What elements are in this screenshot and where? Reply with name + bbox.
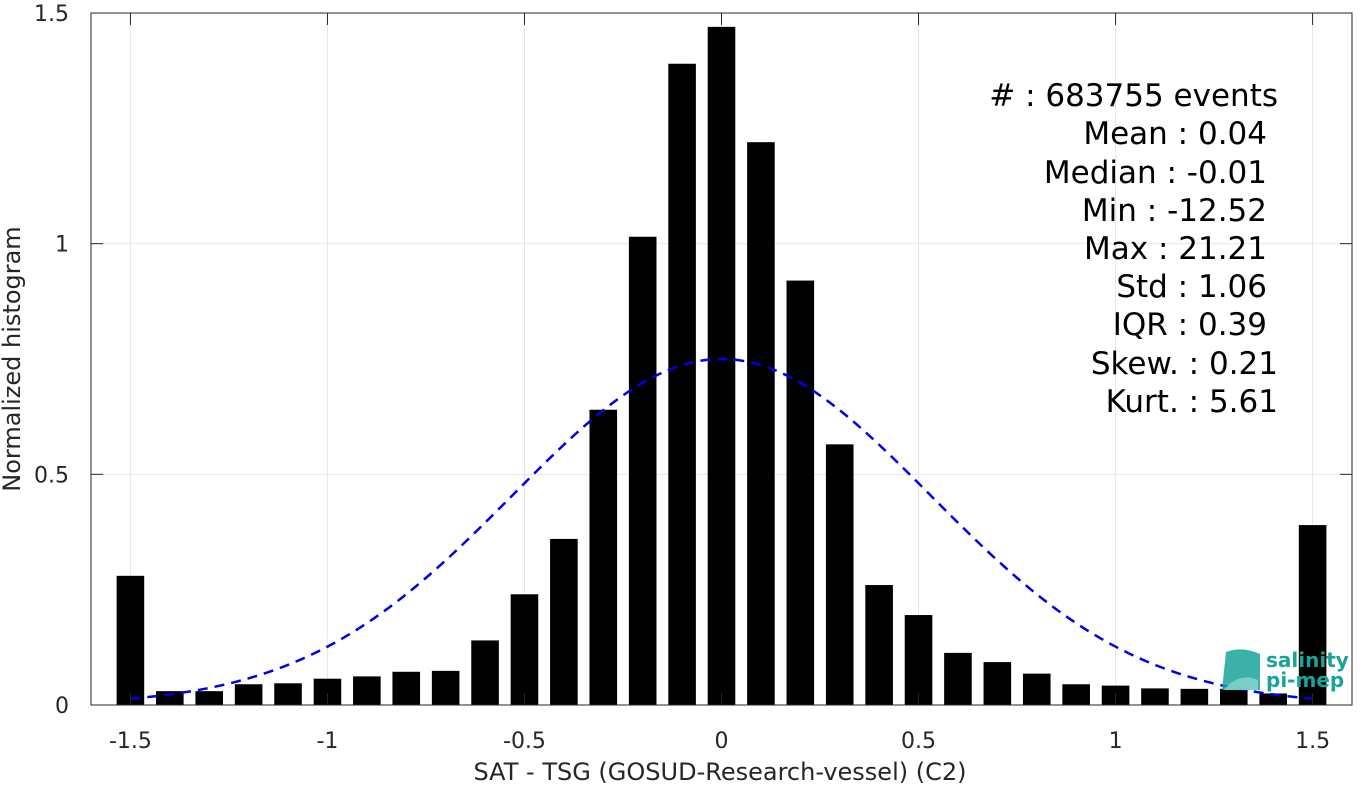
y-tick-label: 0.5 — [34, 463, 69, 488]
y-tick-label: 1 — [55, 233, 69, 258]
x-tick-labels: -1.5 -1 -0.5 0 0.5 1 1.5 — [109, 729, 1330, 754]
stat-iqr: IQR : 0.39 — [1113, 307, 1267, 343]
stat-max: Max : 21.21 — [1084, 231, 1267, 267]
logo-line2: pi-mep — [1266, 668, 1344, 692]
histogram-bar — [195, 691, 224, 705]
histogram-bar — [1062, 684, 1090, 705]
stat-min: Min : -12.52 — [1082, 193, 1267, 229]
histogram-bar — [707, 26, 736, 705]
stat-skew: Skew. : 0.21 — [1091, 346, 1278, 382]
histogram-bar — [1219, 688, 1248, 705]
y-tick-labels: 0 0.5 1 1.5 — [34, 2, 69, 719]
histogram-bars — [116, 26, 1327, 706]
axis-ticks — [91, 12, 1352, 706]
histogram-bar — [471, 640, 499, 705]
x-tick-label: 0 — [715, 729, 729, 754]
y-tick-label: 1.5 — [34, 2, 69, 27]
histogram-bar — [904, 615, 933, 705]
histogram-bar — [983, 662, 1012, 705]
histogram-bar — [1022, 673, 1051, 705]
gaussian-fit-curve — [130, 357, 1313, 700]
logo-wave-icon-inner — [1224, 677, 1258, 690]
histogram-bar — [156, 691, 184, 705]
histogram-bar — [1259, 693, 1287, 705]
x-tick-label: -0.5 — [503, 729, 546, 754]
x-tick-label: 1.5 — [1295, 729, 1330, 754]
histogram-bar — [116, 575, 145, 705]
histogram-bar — [1298, 525, 1327, 705]
x-tick-label: 0.5 — [901, 729, 936, 754]
histogram-bar — [825, 444, 854, 705]
salinity-pi-mep-logo: salinity pi-mep — [1222, 648, 1349, 692]
histogram-bar — [747, 142, 775, 705]
histogram-bar — [510, 594, 539, 705]
stat-events: # : 683755 events — [989, 78, 1278, 114]
statistics-annotation: # : 683755 events Mean : 0.04 Median : -… — [989, 78, 1278, 420]
stat-kurt: Kurt. : 5.61 — [1106, 384, 1278, 420]
histogram-bar — [589, 409, 618, 705]
histogram-bar — [1141, 688, 1169, 705]
stat-mean: Mean : 0.04 — [1083, 116, 1267, 152]
x-axis-label: SAT - TSG (GOSUD-Research-vessel) (C2) — [474, 758, 967, 785]
stat-std: Std : 1.06 — [1116, 269, 1267, 305]
histogram-bar — [431, 670, 460, 705]
histogram-bar — [865, 585, 893, 705]
histogram-bar — [353, 676, 381, 705]
x-tick-label: -1.5 — [109, 729, 152, 754]
histogram-bar — [786, 280, 815, 705]
histogram-bar — [234, 684, 263, 705]
histogram-bar — [668, 63, 696, 706]
histogram-bar — [628, 236, 657, 705]
x-tick-label: -1 — [316, 729, 338, 754]
histogram-bar — [550, 538, 578, 705]
y-axis-label: Normalized histogram — [0, 226, 26, 491]
histogram-bar — [1180, 688, 1209, 705]
histogram-bar — [274, 683, 302, 705]
logo-line1: salinity — [1266, 648, 1349, 672]
y-tick-label: 0 — [55, 694, 69, 719]
stat-median: Median : -0.01 — [1044, 155, 1267, 191]
x-tick-label: 1 — [1109, 729, 1123, 754]
histogram-bar — [944, 652, 972, 705]
histogram-bar — [392, 671, 421, 705]
